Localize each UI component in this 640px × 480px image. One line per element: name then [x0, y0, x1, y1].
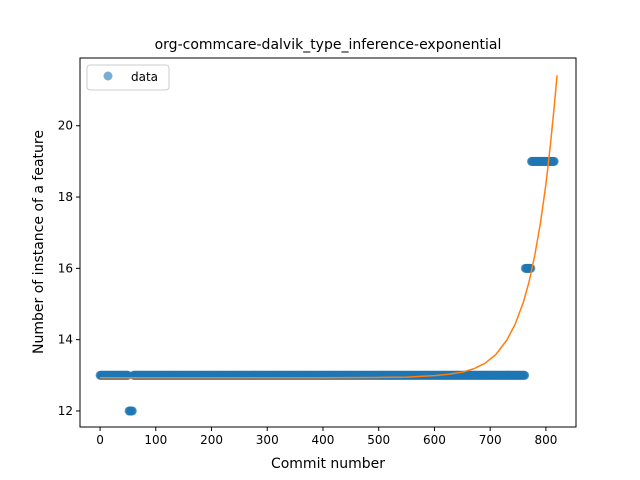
y-tick-label: 20: [58, 119, 73, 133]
x-tick-label: 300: [256, 433, 279, 447]
legend-marker: [103, 71, 113, 81]
x-tick-label: 700: [479, 433, 502, 447]
x-axis-ticks: 0 100 200 300 400 500 600 700 800: [96, 427, 557, 447]
x-axis-label: Commit number: [271, 456, 385, 472]
x-tick-label: 100: [144, 433, 167, 447]
y-tick-label: 18: [58, 190, 73, 204]
y-tick-label: 16: [58, 261, 73, 275]
fit-line: [100, 75, 558, 379]
axes-frame: [79, 57, 577, 428]
y-tick-label: 14: [58, 333, 73, 347]
y-tick-label: 12: [58, 404, 73, 418]
chart-title: org-commcare-dalvik_type_inference-expon…: [155, 37, 502, 53]
x-tick-label: 200: [200, 433, 223, 447]
x-tick-label: 800: [534, 433, 557, 447]
y-axis-ticks: 12 14 16 18 20: [58, 119, 80, 418]
x-tick-label: 0: [96, 433, 104, 447]
y-axis-label: Number of instance of a feature: [31, 130, 47, 354]
legend-label: data: [131, 70, 158, 84]
x-tick-label: 600: [423, 433, 446, 447]
data-point: [127, 406, 137, 416]
x-tick-label: 400: [312, 433, 335, 447]
plot-area: [95, 75, 559, 416]
data-point: [549, 156, 559, 166]
legend: data: [86, 64, 170, 91]
data-point: [520, 370, 530, 380]
legend-box: [86, 64, 170, 91]
x-tick-label: 500: [367, 433, 390, 447]
